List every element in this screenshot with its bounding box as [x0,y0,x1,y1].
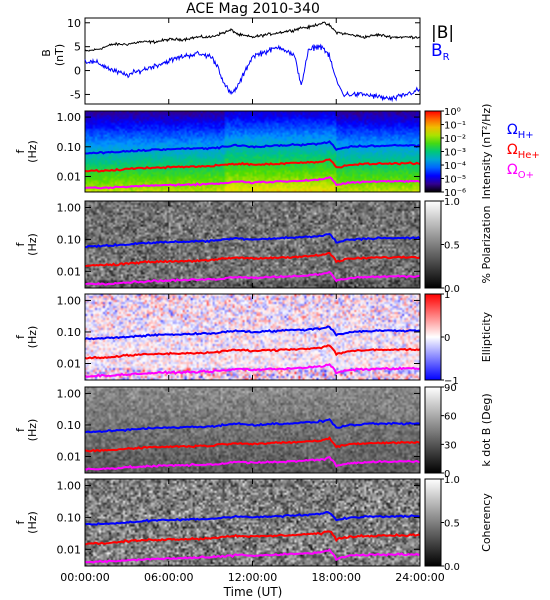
gyro-line-h-ellipticity [84,325,420,341]
legend-gyro-h: ΩH+ [507,122,534,141]
gyro-line-h-kdotb [84,418,421,434]
b-axis-unit: (nT) [53,44,66,66]
series-b-radial-line [84,43,421,103]
colorbar-kdotb [424,386,442,474]
freq-tick-label: 0.10 [57,233,82,246]
colorbar-polarization [424,200,442,289]
freq-tick-label: 1.00 [57,387,82,400]
gyro-line-h-coherency [84,510,421,526]
series-b-magnitude-line [84,21,421,52]
freq-tick-label: 0.10 [57,419,82,432]
x-axis-label: Time (UT) [223,585,283,599]
colorbar-tick-label: 1 [444,290,450,301]
legend-gyro-o: ΩO+ [507,162,534,181]
gyro-line-he-coherency [84,530,421,546]
freq-tick-label: 0.01 [57,451,82,464]
colorbar-tick-label: 90 [444,383,457,394]
colorbar-tick-label: −1 [444,376,459,387]
freq-tick-label: 1.00 [57,480,82,493]
freq-tick-label: 1.00 [57,111,82,124]
colorbar-label-ellipticity: Ellipticity [480,311,493,362]
gyro-line-o-kdotb [84,455,421,471]
time-tick-label: 06:00:00 [144,571,193,584]
chart-title: ACE Mag 2010-340 [186,1,320,17]
gyro-line-h-polarization [84,232,421,249]
colorbar-tick-label: 10⁻³ [444,148,466,159]
time-tick-label: 00:00:00 [60,571,109,584]
gyro-line-he-ellipticity [84,344,421,360]
colorbar-tick-label: 0 [444,469,450,480]
freq-axis-label: f [14,148,27,153]
colorbar-tick-label: 10⁻² [444,134,466,145]
colorbar-tick-label: 10⁻¹ [444,121,466,132]
colorbar-tick-label: 0.5 [444,519,460,530]
b-tick-label: -5 [70,88,81,101]
spectrogram-image-kdotb [85,387,420,473]
colorbar-tick-label: 60 [444,412,457,423]
freq-axis-unit: (Hz) [26,233,39,256]
freq-axis-label: f [14,519,27,524]
gyro-line-he-kdotb [84,436,421,453]
gyro-line-he-polarization [84,251,421,268]
colorbar-label-kdotb: k dot B (Deg) [480,393,493,466]
freq-axis-label: f [14,427,27,432]
freq-axis-unit: (Hz) [26,140,39,163]
b-tick-label: 0 [74,65,81,78]
colorbar-coherency [424,478,442,567]
colorbar-label-coherency: Coherency [480,493,493,552]
colorbar-intensity [424,110,442,193]
gyro-line-he-intensity [84,158,421,173]
gyro-line-o-coherency [84,548,421,564]
colorbar-tick-label: 0 [444,333,450,344]
spectrogram-image-polarization [85,201,420,288]
colorbar-tick-label: 10⁻⁶ [444,188,466,199]
time-tick-label: 24:00:00 [395,571,444,584]
freq-axis-unit: (Hz) [26,511,39,534]
colorbar-tick-label: 10⁻⁵ [444,174,466,185]
colorbar-tick-label: 30 [444,440,457,451]
freq-tick-label: 1.00 [57,294,82,307]
freq-tick-label: 0.10 [57,141,82,154]
gyro-line-o-polarization [84,270,421,286]
freq-tick-label: 1.00 [57,202,82,215]
freq-tick-label: 0.10 [57,326,82,339]
colorbar-label-intensity: Intensity (nT²/Hz) [480,104,493,200]
freq-tick-label: 0.01 [57,170,82,183]
b-tick-label: 10 [67,17,81,30]
time-tick-label: 12:00:00 [228,571,277,584]
top-panel-frame [84,17,421,105]
legend-b-radial: BR [431,41,450,63]
freq-axis-unit: (Hz) [26,419,39,442]
legend-b-magnitude: |B| [431,23,454,43]
colorbar-label-polarization: % Polarization [480,206,493,284]
colorbar-tick-label: 10⁻⁴ [444,161,466,172]
gyro-line-o-ellipticity [84,363,421,378]
b-axis-label: B [40,49,53,57]
colorbar-tick-label: 0.0 [444,284,460,295]
colorbar-tick-label: 0.5 [444,241,460,252]
time-tick-label: 18:00:00 [312,571,361,584]
freq-tick-label: 0.01 [57,358,82,371]
legend-gyro-he: ΩHe+ [507,142,540,161]
colorbar-tick-label: 0.0 [444,562,460,573]
colorbar-tick-label: 1.0 [444,197,460,208]
freq-axis-label: f [14,334,27,339]
freq-tick-label: 0.10 [57,511,82,524]
colorbar-tick-label: 10⁰ [444,107,461,118]
freq-axis-unit: (Hz) [26,326,39,349]
gyro-line-o-intensity [84,176,421,190]
spectrogram-images [85,111,420,566]
b-tick-label: 5 [74,41,81,54]
gyro-line-h-intensity [84,140,421,155]
colorbar-ellipticity [424,293,442,381]
freq-axis-label: f [14,241,27,246]
freq-tick-label: 0.01 [57,543,82,556]
freq-tick-label: 0.01 [57,265,82,278]
colorbar-tick-label: 1.0 [444,475,460,486]
